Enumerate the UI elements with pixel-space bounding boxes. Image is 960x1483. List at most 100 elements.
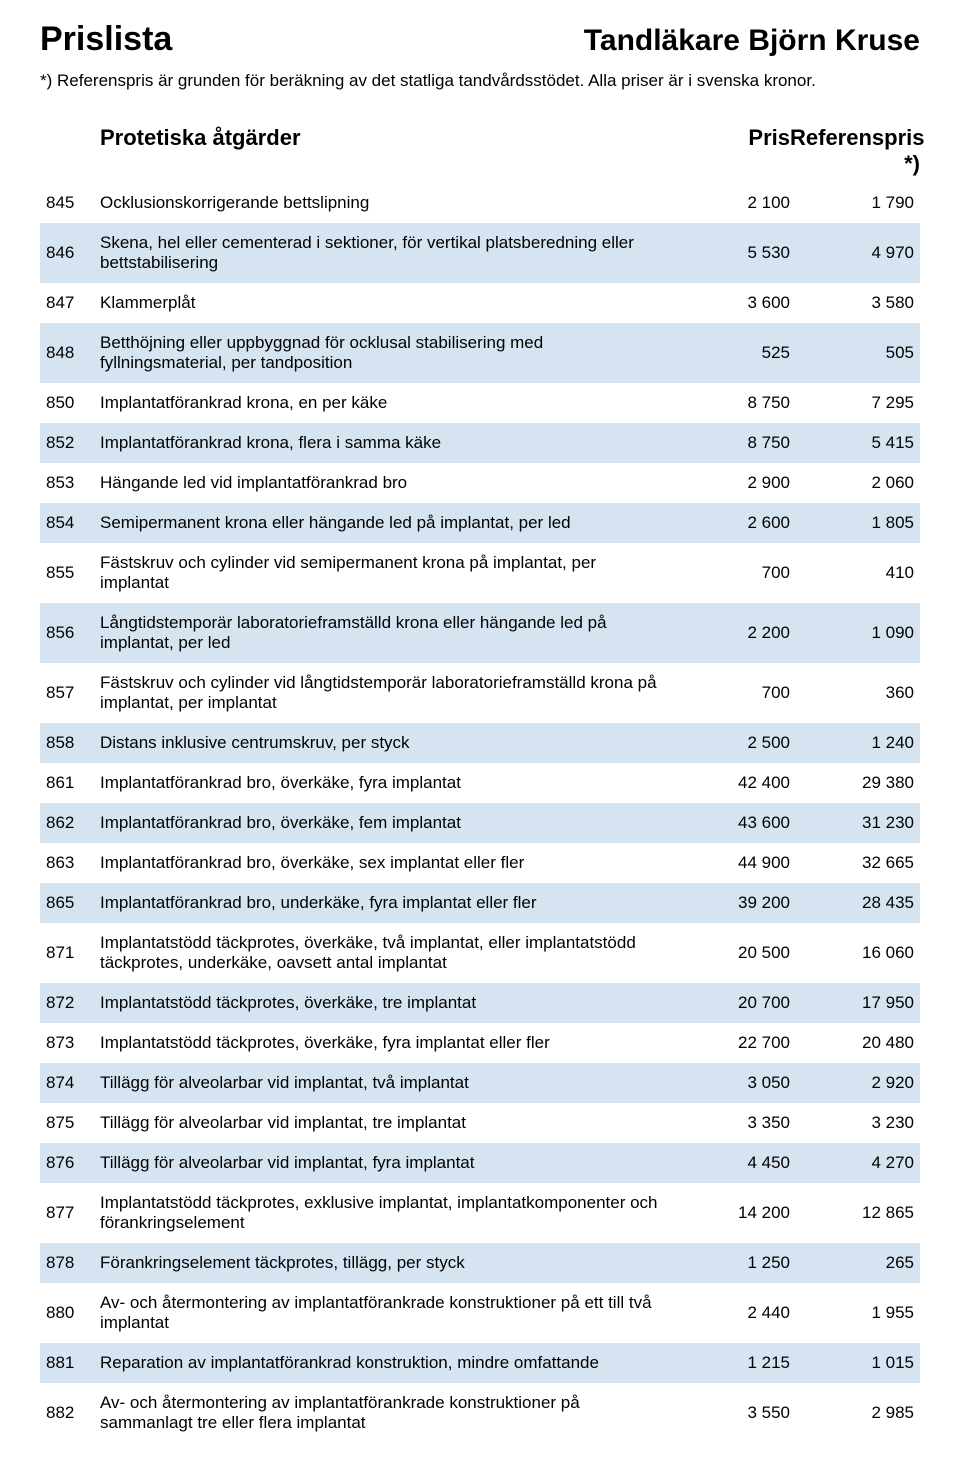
row-reference-price: 16 060 [790, 943, 920, 963]
page-title: Prislista [40, 20, 172, 59]
row-price: 42 400 [680, 773, 790, 793]
table-row: 858Distans inklusive centrumskruv, per s… [40, 723, 920, 763]
row-code: 845 [40, 193, 100, 213]
row-price: 525 [680, 343, 790, 363]
row-reference-price: 28 435 [790, 893, 920, 913]
row-reference-price: 2 985 [790, 1403, 920, 1423]
row-description: Förankringselement täckprotes, tillägg, … [100, 1253, 680, 1273]
row-code: 881 [40, 1353, 100, 1373]
row-description: Av- och återmontering av implantatförank… [100, 1293, 680, 1333]
table-row: 882Av- och återmontering av implantatför… [40, 1383, 920, 1443]
row-code: 873 [40, 1033, 100, 1053]
row-price: 3 550 [680, 1403, 790, 1423]
row-reference-price: 4 270 [790, 1153, 920, 1173]
row-price: 22 700 [680, 1033, 790, 1053]
table-row: 848Betthöjning eller uppbyggnad för ockl… [40, 323, 920, 383]
table-row: 871Implantatstödd täckprotes, överkäke, … [40, 923, 920, 983]
row-description: Ocklusionskorrigerande bettslipning [100, 193, 680, 213]
row-description: Implantatförankrad bro, överkäke, fem im… [100, 813, 680, 833]
row-description: Implantatförankrad bro, överkäke, sex im… [100, 853, 680, 873]
row-description: Hängande led vid implantatförankrad bro [100, 473, 680, 493]
row-description: Klammerplåt [100, 293, 680, 313]
row-description: Tillägg för alveolarbar vid implantat, t… [100, 1113, 680, 1133]
row-reference-price: 505 [790, 343, 920, 363]
reference-column-label: Referenspris *) [790, 125, 920, 177]
table-row: 845Ocklusionskorrigerande bettslipning2 … [40, 183, 920, 223]
row-price: 2 100 [680, 193, 790, 213]
row-reference-price: 7 295 [790, 393, 920, 413]
row-description: Implantatstödd täckprotes, överkäke, fyr… [100, 1033, 680, 1053]
row-description: Implantatförankrad bro, överkäke, fyra i… [100, 773, 680, 793]
row-price: 2 900 [680, 473, 790, 493]
row-code: 848 [40, 343, 100, 363]
price-table-body: 845Ocklusionskorrigerande bettslipning2 … [40, 183, 920, 1443]
row-code: 875 [40, 1113, 100, 1133]
row-price: 8 750 [680, 433, 790, 453]
price-column-label: Pris [680, 125, 790, 177]
row-reference-price: 1 015 [790, 1353, 920, 1373]
row-description: Semipermanent krona eller hängande led p… [100, 513, 680, 533]
row-code: 846 [40, 243, 100, 263]
row-code: 857 [40, 683, 100, 703]
row-price: 1 250 [680, 1253, 790, 1273]
row-price: 39 200 [680, 893, 790, 913]
table-row: 853Hängande led vid implantatförankrad b… [40, 463, 920, 503]
table-row: 862Implantatförankrad bro, överkäke, fem… [40, 803, 920, 843]
row-code: 853 [40, 473, 100, 493]
row-code: 880 [40, 1303, 100, 1323]
row-description: Betthöjning eller uppbyggnad för ocklusa… [100, 333, 680, 373]
table-row: 877Implantatstödd täckprotes, exklusive … [40, 1183, 920, 1243]
row-reference-price: 1 955 [790, 1303, 920, 1323]
row-description: Implantatstödd täckprotes, överkäke, tre… [100, 993, 680, 1013]
row-price: 2 600 [680, 513, 790, 533]
row-code: 855 [40, 563, 100, 583]
table-row: 880Av- och återmontering av implantatför… [40, 1283, 920, 1343]
row-price: 1 215 [680, 1353, 790, 1373]
table-row: 876Tillägg för alveolarbar vid implantat… [40, 1143, 920, 1183]
table-row: 872Implantatstödd täckprotes, överkäke, … [40, 983, 920, 1023]
table-row: 863Implantatförankrad bro, överkäke, sex… [40, 843, 920, 883]
row-description: Tillägg för alveolarbar vid implantat, t… [100, 1073, 680, 1093]
row-description: Implantatstödd täckprotes, överkäke, två… [100, 933, 680, 973]
table-row: 878Förankringselement täckprotes, tilläg… [40, 1243, 920, 1283]
row-price: 700 [680, 563, 790, 583]
row-description: Reparation av implantatförankrad konstru… [100, 1353, 680, 1373]
row-reference-price: 3 580 [790, 293, 920, 313]
page: Prislista Tandläkare Björn Kruse *) Refe… [0, 0, 960, 1483]
row-description: Skena, hel eller cementerad i sektioner,… [100, 233, 680, 273]
table-row: 857Fästskruv och cylinder vid långtidste… [40, 663, 920, 723]
row-price: 5 530 [680, 243, 790, 263]
table-row: 861Implantatförankrad bro, överkäke, fyr… [40, 763, 920, 803]
table-row: 873Implantatstödd täckprotes, överkäke, … [40, 1023, 920, 1063]
row-price: 4 450 [680, 1153, 790, 1173]
row-code: 850 [40, 393, 100, 413]
table-row: 847Klammerplåt3 6003 580 [40, 283, 920, 323]
row-code: 876 [40, 1153, 100, 1173]
row-price: 2 200 [680, 623, 790, 643]
row-reference-price: 17 950 [790, 993, 920, 1013]
row-reference-price: 5 415 [790, 433, 920, 453]
row-reference-price: 1 790 [790, 193, 920, 213]
row-description: Implantatstödd täckprotes, exklusive imp… [100, 1193, 680, 1233]
row-description: Fästskruv och cylinder vid långtidstempo… [100, 673, 680, 713]
row-price: 3 350 [680, 1113, 790, 1133]
table-row: 881Reparation av implantatförankrad kons… [40, 1343, 920, 1383]
section-header: Protetiska åtgärder Pris Referenspris *) [40, 119, 920, 183]
table-row: 855Fästskruv och cylinder vid semiperman… [40, 543, 920, 603]
row-reference-price: 20 480 [790, 1033, 920, 1053]
table-row: 852Implantatförankrad krona, flera i sam… [40, 423, 920, 463]
table-row: 875Tillägg för alveolarbar vid implantat… [40, 1103, 920, 1143]
row-price: 43 600 [680, 813, 790, 833]
table-row: 850Implantatförankrad krona, en per käke… [40, 383, 920, 423]
row-price: 20 500 [680, 943, 790, 963]
row-description: Distans inklusive centrumskruv, per styc… [100, 733, 680, 753]
row-price: 20 700 [680, 993, 790, 1013]
table-row: 846Skena, hel eller cementerad i sektion… [40, 223, 920, 283]
row-reference-price: 1 240 [790, 733, 920, 753]
row-price: 2 440 [680, 1303, 790, 1323]
row-code: 882 [40, 1403, 100, 1423]
row-reference-price: 12 865 [790, 1203, 920, 1223]
row-code: 863 [40, 853, 100, 873]
row-price: 700 [680, 683, 790, 703]
section-title: Protetiska åtgärder [100, 125, 680, 177]
